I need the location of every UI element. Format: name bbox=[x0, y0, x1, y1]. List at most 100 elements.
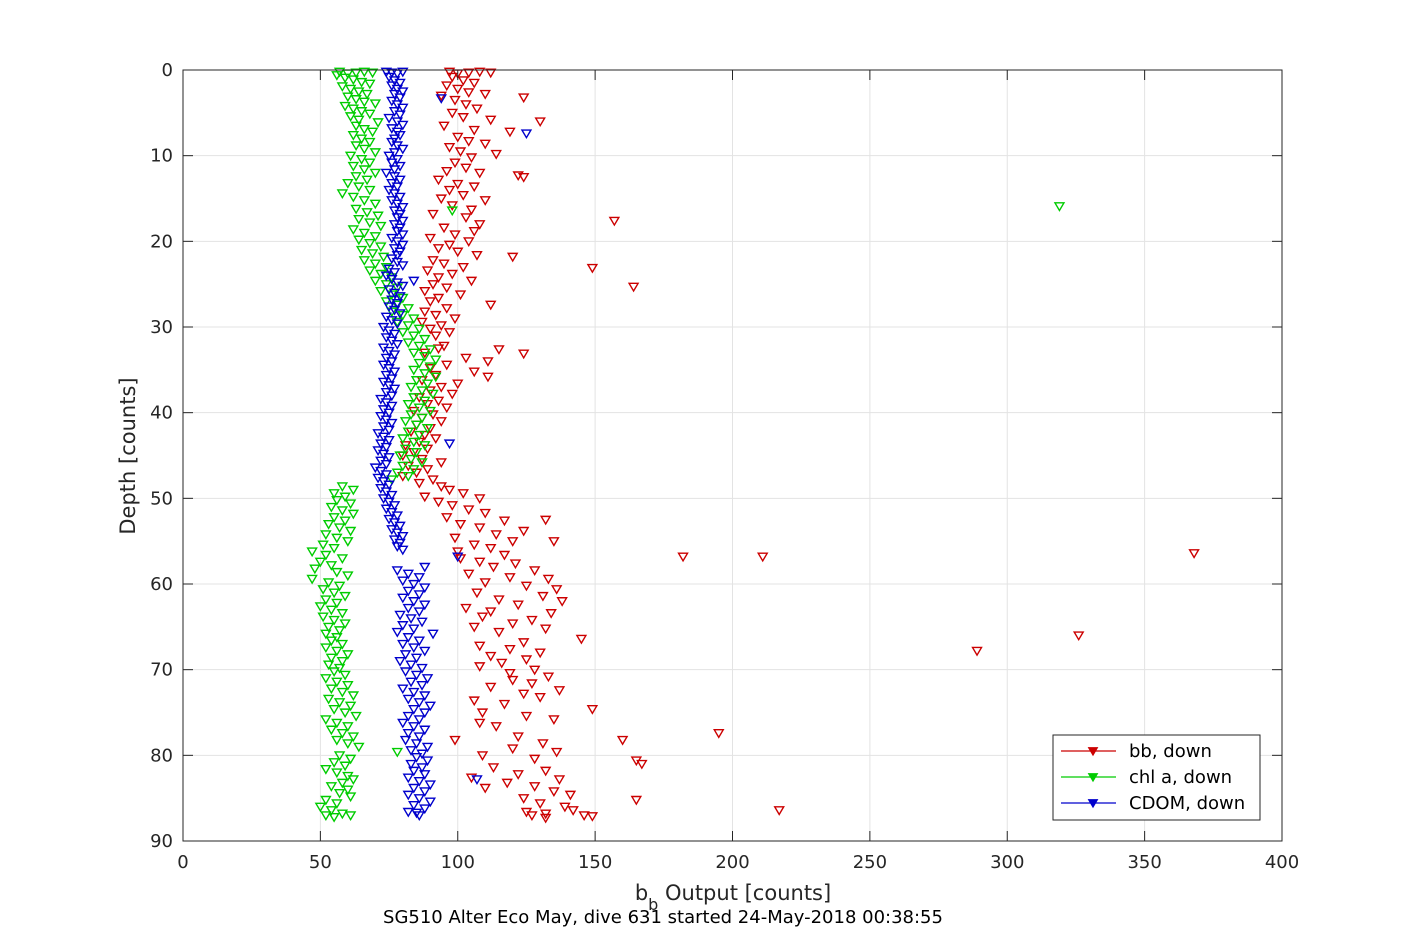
data-point bbox=[408, 276, 420, 287]
data-point bbox=[454, 519, 467, 530]
data-point bbox=[756, 552, 769, 563]
data-point bbox=[325, 653, 338, 664]
data-point bbox=[419, 396, 431, 407]
data-point bbox=[452, 84, 464, 95]
data-point bbox=[408, 643, 420, 654]
data-point bbox=[394, 657, 406, 667]
data-point bbox=[364, 185, 376, 196]
data-point bbox=[380, 297, 393, 307]
data-point bbox=[506, 744, 519, 755]
data-point bbox=[408, 704, 420, 715]
data-point bbox=[331, 735, 343, 746]
data-point bbox=[391, 566, 404, 576]
data-point bbox=[342, 92, 354, 103]
data-point bbox=[517, 173, 530, 183]
data-point bbox=[397, 87, 409, 98]
data-point bbox=[490, 149, 502, 160]
data-point bbox=[353, 87, 365, 98]
data-point bbox=[498, 516, 511, 527]
data-point bbox=[419, 646, 431, 657]
data-point bbox=[358, 67, 371, 78]
data-point bbox=[471, 250, 483, 261]
data-point bbox=[441, 360, 453, 371]
data-point bbox=[328, 513, 340, 523]
data-point bbox=[402, 694, 415, 705]
data-point bbox=[410, 752, 423, 763]
data-point bbox=[419, 562, 431, 573]
data-point bbox=[388, 384, 401, 395]
data-point bbox=[435, 417, 447, 427]
data-point bbox=[432, 344, 445, 355]
data-point bbox=[528, 754, 541, 765]
data-point bbox=[347, 775, 360, 785]
data-point bbox=[342, 681, 354, 691]
data-point bbox=[394, 93, 406, 104]
data-point bbox=[402, 711, 415, 722]
data-point bbox=[397, 639, 409, 650]
data-point bbox=[424, 233, 436, 244]
data-point bbox=[339, 761, 351, 772]
data-point bbox=[421, 674, 434, 684]
data-point bbox=[465, 205, 478, 216]
data-point bbox=[413, 403, 426, 414]
data-point bbox=[394, 521, 406, 532]
legend-marker bbox=[1087, 747, 1099, 757]
data-point bbox=[336, 639, 349, 650]
data-point bbox=[528, 782, 541, 792]
data-point bbox=[397, 103, 409, 114]
x-tick-label: 400 bbox=[1265, 852, 1299, 873]
data-point bbox=[545, 609, 557, 619]
data-point bbox=[449, 314, 461, 325]
data-point bbox=[320, 811, 332, 821]
data-point bbox=[369, 232, 382, 242]
data-point bbox=[452, 132, 464, 143]
data-point bbox=[394, 192, 406, 203]
data-point bbox=[344, 792, 357, 803]
data-point bbox=[353, 115, 365, 126]
data-point bbox=[347, 225, 360, 235]
data-point bbox=[320, 530, 332, 540]
y-tick-label: 60 bbox=[150, 574, 173, 595]
data-point bbox=[454, 147, 467, 158]
data-point bbox=[397, 261, 409, 271]
data-point bbox=[386, 490, 398, 501]
data-point bbox=[484, 682, 497, 693]
data-point bbox=[380, 442, 393, 453]
data-point bbox=[419, 352, 431, 362]
data-point bbox=[553, 686, 566, 696]
data-point bbox=[353, 214, 365, 225]
data-point bbox=[344, 701, 357, 712]
data-point bbox=[402, 807, 415, 818]
data-point bbox=[408, 314, 420, 325]
data-point bbox=[399, 650, 412, 660]
data-point bbox=[394, 451, 406, 462]
data-point bbox=[474, 523, 486, 534]
data-point bbox=[317, 540, 329, 551]
data-point bbox=[460, 213, 472, 224]
data-point bbox=[424, 364, 436, 374]
data-point bbox=[339, 516, 351, 527]
data-point bbox=[446, 72, 458, 83]
data-point bbox=[463, 569, 475, 580]
data-point bbox=[328, 758, 340, 768]
data-point bbox=[331, 646, 343, 657]
data-point bbox=[394, 110, 406, 121]
data-point bbox=[484, 115, 497, 126]
data-point bbox=[413, 698, 426, 708]
data-point bbox=[528, 566, 541, 576]
data-point bbox=[391, 300, 404, 311]
data-point bbox=[548, 715, 560, 726]
data-point bbox=[627, 282, 640, 293]
data-point bbox=[408, 687, 420, 698]
data-point bbox=[369, 259, 382, 270]
data-point bbox=[432, 273, 445, 283]
data-point bbox=[482, 372, 494, 383]
data-point bbox=[402, 569, 415, 580]
data-point bbox=[391, 340, 404, 350]
data-point bbox=[449, 158, 461, 169]
data-point bbox=[586, 704, 599, 715]
data-point bbox=[416, 617, 428, 628]
data-point bbox=[454, 290, 467, 301]
data-point bbox=[408, 783, 420, 794]
data-point bbox=[432, 293, 445, 304]
